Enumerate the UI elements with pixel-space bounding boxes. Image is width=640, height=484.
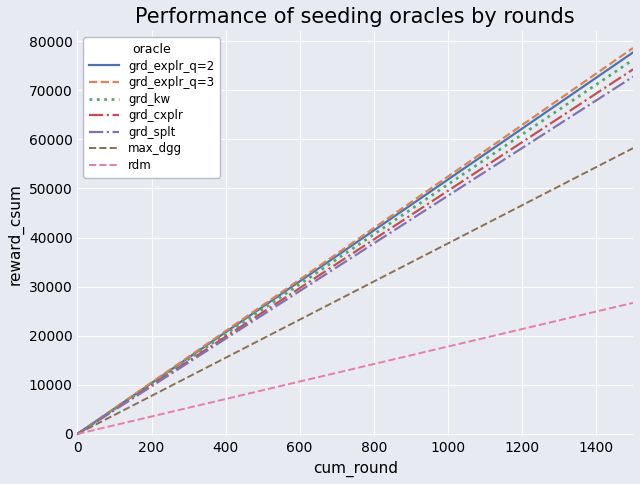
grd_explr_q=3	[629, 45, 637, 51]
grd_cxplr	[116, 403, 124, 408]
Line: grd_kw: grd_kw	[77, 60, 633, 434]
grd_cxplr	[140, 388, 147, 394]
grd_kw	[140, 387, 147, 393]
grd_cxplr	[321, 269, 328, 274]
grd_kw	[74, 431, 81, 437]
grd_explr_q=2	[74, 431, 81, 437]
grd_explr_q=2	[309, 269, 317, 275]
grd_explr_q=3	[74, 431, 81, 437]
grd_splt	[629, 74, 637, 79]
grd_splt	[331, 266, 339, 272]
grd_kw	[116, 402, 124, 408]
rdm	[390, 356, 397, 362]
grd_explr_q=2	[116, 402, 124, 408]
grd_kw	[309, 272, 317, 278]
grd_explr_q=2	[331, 255, 339, 260]
Line: grd_explr_q=3: grd_explr_q=3	[77, 48, 633, 434]
grd_explr_q=2	[140, 386, 147, 392]
Line: grd_cxplr: grd_cxplr	[77, 69, 633, 434]
rdm	[331, 370, 339, 376]
max_dgg	[116, 409, 124, 415]
grd_cxplr	[331, 262, 339, 268]
max_dgg	[74, 431, 81, 437]
max_dgg	[390, 269, 397, 274]
rdm	[321, 373, 328, 378]
grd_explr_q=2	[390, 214, 397, 220]
grd_splt	[140, 389, 147, 394]
X-axis label: cum_round: cum_round	[313, 461, 397, 477]
grd_splt	[321, 272, 328, 278]
rdm	[309, 376, 317, 381]
grd_kw	[331, 258, 339, 264]
rdm	[629, 300, 637, 306]
grd_splt	[74, 431, 81, 437]
Title: Performance of seeding oracles by rounds: Performance of seeding oracles by rounds	[136, 7, 575, 27]
grd_kw	[390, 218, 397, 224]
grd_splt	[309, 279, 317, 285]
grd_kw	[629, 57, 637, 62]
grd_cxplr	[629, 66, 637, 72]
Y-axis label: reward_csum: reward_csum	[7, 183, 23, 285]
rdm	[74, 431, 81, 437]
max_dgg	[140, 397, 147, 403]
max_dgg	[309, 310, 317, 316]
grd_explr_q=3	[331, 252, 339, 258]
max_dgg	[321, 304, 328, 310]
grd_explr_q=3	[390, 212, 397, 217]
max_dgg	[629, 145, 637, 151]
Line: max_dgg: max_dgg	[77, 148, 633, 434]
grd_cxplr	[74, 431, 81, 437]
grd_kw	[321, 265, 328, 271]
grd_explr_q=2	[629, 49, 637, 55]
grd_explr_q=2	[321, 261, 328, 267]
Line: grd_splt: grd_splt	[77, 76, 633, 434]
max_dgg	[331, 299, 339, 304]
grd_cxplr	[309, 276, 317, 282]
rdm	[116, 421, 124, 427]
grd_splt	[390, 228, 397, 234]
rdm	[140, 416, 147, 422]
Line: grd_explr_q=2: grd_explr_q=2	[77, 52, 633, 434]
grd_explr_q=3	[309, 267, 317, 273]
grd_explr_q=3	[116, 401, 124, 407]
Legend: grd_explr_q=2, grd_explr_q=3, grd_kw, grd_cxplr, grd_splt, max_dgg, rdm: grd_explr_q=2, grd_explr_q=3, grd_kw, gr…	[83, 37, 220, 178]
grd_explr_q=3	[140, 385, 147, 391]
grd_cxplr	[390, 224, 397, 229]
Line: rdm: rdm	[77, 303, 633, 434]
grd_explr_q=3	[321, 259, 328, 265]
grd_splt	[116, 404, 124, 409]
